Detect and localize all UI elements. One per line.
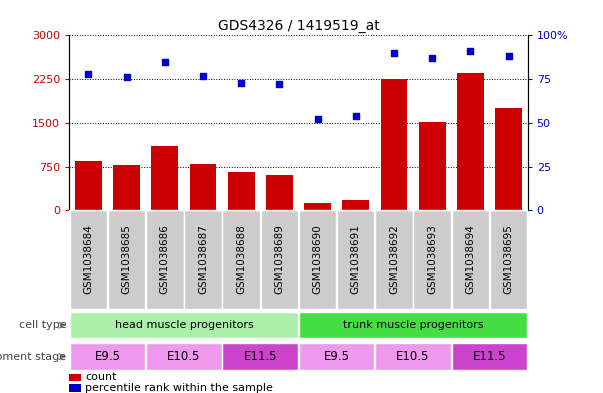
Text: head muscle progenitors: head muscle progenitors	[115, 320, 253, 330]
Point	[313, 116, 323, 123]
Text: GSM1038695: GSM1038695	[504, 224, 514, 294]
Text: GSM1038690: GSM1038690	[312, 224, 323, 294]
Bar	[299, 312, 527, 338]
Bar	[305, 203, 331, 210]
Bar	[223, 343, 298, 370]
Text: GSM1038687: GSM1038687	[198, 224, 208, 294]
Text: GSM1038684: GSM1038684	[83, 224, 93, 294]
Point	[351, 113, 361, 119]
Point	[428, 55, 437, 61]
Bar	[189, 163, 216, 210]
Text: E11.5: E11.5	[244, 350, 277, 363]
Point	[389, 50, 399, 56]
Bar	[380, 79, 408, 210]
Bar	[146, 343, 222, 370]
Bar	[223, 210, 260, 309]
Text: GSM1038686: GSM1038686	[160, 224, 170, 294]
Bar	[375, 210, 412, 309]
Text: GSM1038685: GSM1038685	[122, 224, 131, 294]
Bar	[70, 312, 298, 338]
Bar	[343, 200, 369, 210]
Bar	[108, 210, 145, 309]
Text: GSM1038694: GSM1038694	[466, 224, 475, 294]
Bar	[75, 161, 102, 210]
Text: E10.5: E10.5	[167, 350, 201, 363]
Text: E11.5: E11.5	[473, 350, 506, 363]
Bar	[260, 210, 298, 309]
Point	[504, 53, 513, 59]
Bar	[375, 343, 451, 370]
Bar	[69, 373, 81, 381]
Bar	[113, 165, 140, 210]
Text: GSM1038692: GSM1038692	[389, 224, 399, 294]
Bar	[266, 175, 293, 210]
Bar	[299, 210, 336, 309]
Text: E9.5: E9.5	[95, 350, 121, 363]
Bar	[457, 73, 484, 210]
Bar	[151, 146, 178, 210]
Point	[466, 48, 475, 54]
Text: GSM1038689: GSM1038689	[274, 224, 285, 294]
Bar	[70, 210, 107, 309]
Bar	[418, 122, 446, 210]
Bar	[452, 210, 489, 309]
Bar	[185, 210, 222, 309]
Point	[236, 79, 246, 86]
Bar	[299, 343, 374, 370]
Bar	[490, 210, 527, 309]
Title: GDS4326 / 1419519_at: GDS4326 / 1419519_at	[218, 19, 379, 33]
Bar	[70, 343, 145, 370]
Text: GSM1038688: GSM1038688	[236, 224, 246, 294]
Bar	[414, 210, 451, 309]
Point	[274, 81, 284, 88]
Text: count: count	[86, 373, 117, 382]
Bar	[146, 210, 183, 309]
Point	[122, 74, 131, 81]
Text: GSM1038693: GSM1038693	[427, 224, 437, 294]
Bar	[337, 210, 374, 309]
Bar	[228, 173, 254, 210]
Point	[160, 59, 169, 65]
Point	[198, 72, 208, 79]
Text: percentile rank within the sample: percentile rank within the sample	[86, 383, 273, 393]
Text: E10.5: E10.5	[396, 350, 430, 363]
Bar	[495, 108, 522, 210]
Text: cell type: cell type	[19, 320, 66, 330]
Text: development stage: development stage	[0, 352, 66, 362]
Text: GSM1038691: GSM1038691	[351, 224, 361, 294]
Bar	[452, 343, 527, 370]
Text: trunk muscle progenitors: trunk muscle progenitors	[343, 320, 484, 330]
Bar	[69, 384, 81, 392]
Point	[84, 71, 93, 77]
Text: E9.5: E9.5	[324, 350, 350, 363]
